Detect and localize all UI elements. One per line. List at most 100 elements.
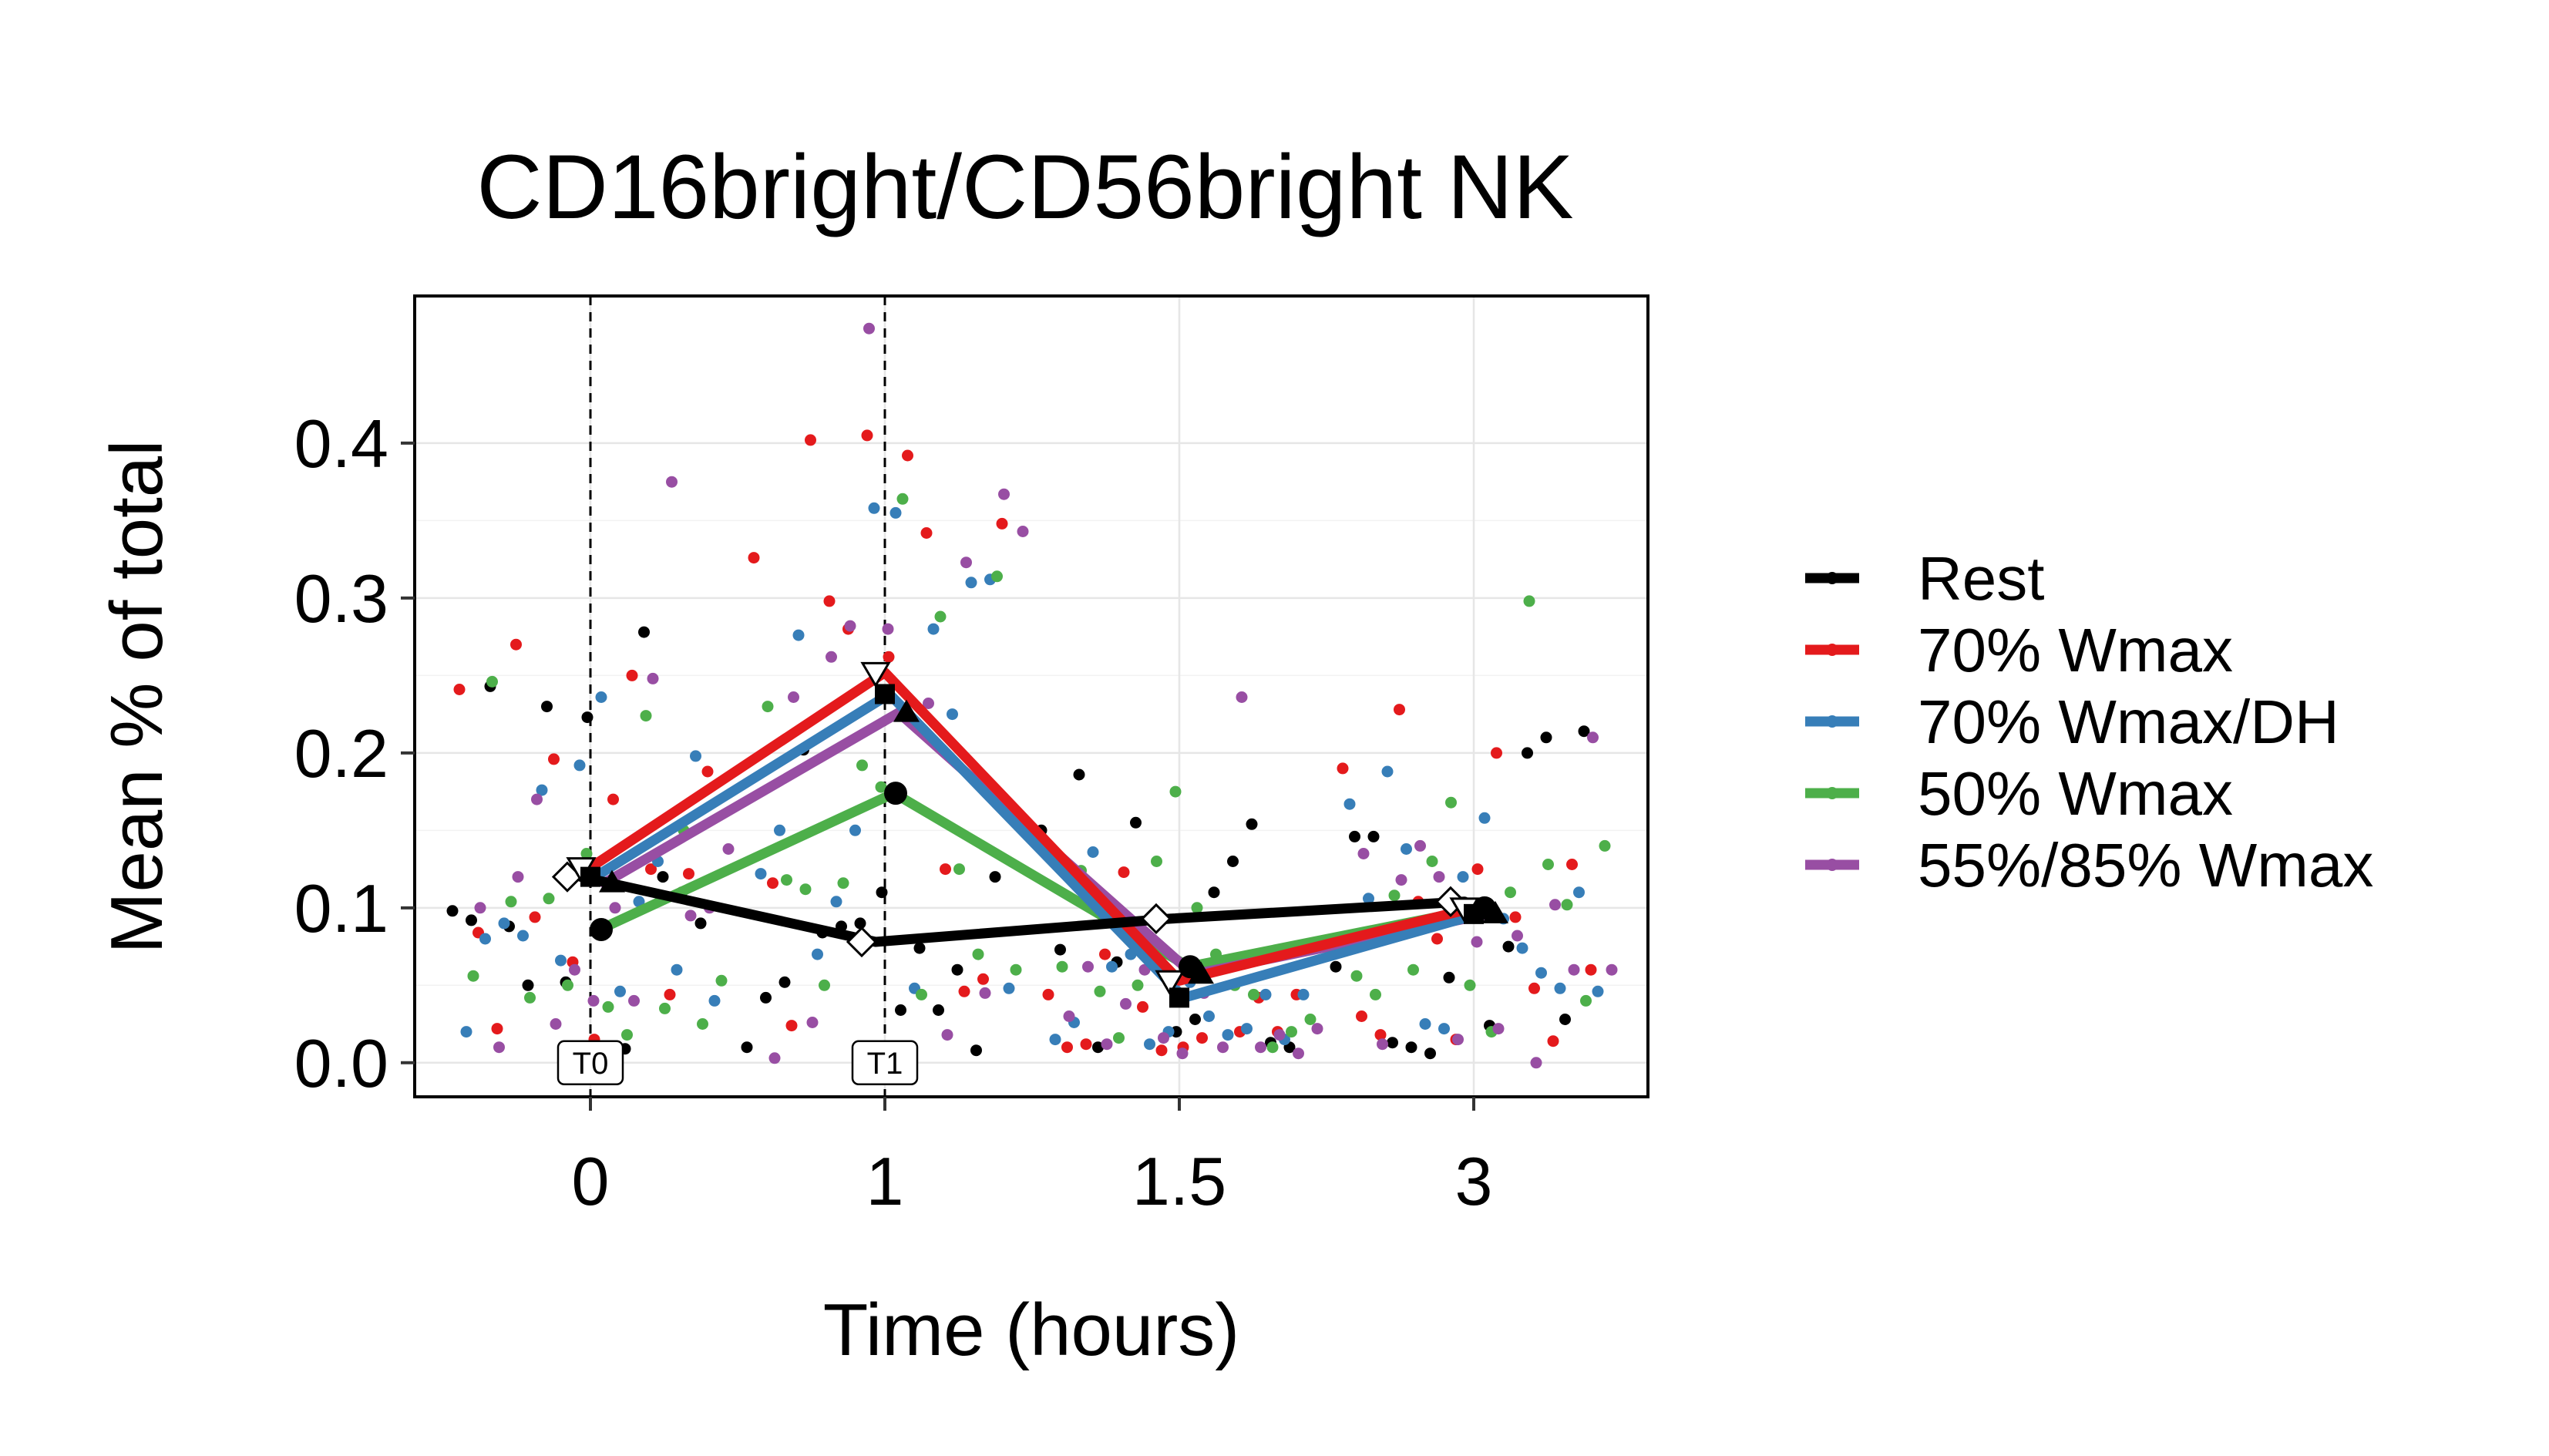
y-axis: 0.0 0.1 0.2 0.3 0.4	[294, 405, 415, 1101]
data-point	[830, 896, 842, 908]
legend-label: 50% Wmax	[1918, 759, 2233, 828]
y-tick-label: 0.0	[294, 1025, 388, 1101]
data-point	[1471, 863, 1484, 876]
data-point	[555, 954, 567, 967]
data-point	[1222, 1029, 1234, 1041]
mean-marker	[599, 869, 625, 893]
data-point	[647, 672, 659, 684]
mean-marker	[1188, 961, 1214, 984]
data-point	[996, 517, 1008, 530]
data-point	[626, 669, 638, 681]
data-point	[1063, 1010, 1075, 1022]
data-point	[1381, 765, 1394, 778]
series-line	[576, 872, 1470, 947]
data-point	[1452, 1034, 1464, 1046]
chart-title: CD16bright/CD56bright NK	[476, 136, 1573, 238]
data-point	[768, 1052, 781, 1064]
data-point	[1054, 943, 1066, 956]
data-point	[645, 863, 657, 876]
data-point	[1203, 1010, 1215, 1022]
data-point	[524, 991, 536, 1004]
data-point	[640, 710, 652, 722]
data-point	[1151, 856, 1162, 867]
data-point	[1578, 725, 1590, 738]
series-line	[585, 667, 1479, 986]
data-point	[550, 1018, 562, 1030]
data-point	[1566, 859, 1578, 870]
data-point	[902, 449, 913, 462]
data-point	[774, 824, 785, 836]
data-point	[806, 1017, 819, 1028]
data-point	[844, 620, 856, 632]
data-point	[664, 988, 676, 1000]
data-point	[1394, 704, 1405, 716]
data-point	[1010, 963, 1022, 976]
data-point	[781, 874, 792, 886]
data-point	[1457, 871, 1469, 883]
data-point	[1367, 830, 1380, 842]
data-point	[792, 629, 805, 641]
data-point	[849, 824, 861, 836]
data-point	[1003, 982, 1015, 994]
data-point	[805, 434, 816, 446]
data-point	[748, 552, 760, 564]
mean-marker	[1140, 903, 1172, 935]
x-tick-label: 3	[1455, 1143, 1493, 1219]
data-point	[666, 476, 678, 488]
data-point	[1387, 1037, 1398, 1049]
data-point	[1424, 1047, 1436, 1060]
data-point	[965, 577, 977, 589]
data-point	[799, 883, 812, 896]
data-point	[1169, 785, 1182, 798]
data-point	[1343, 798, 1356, 810]
data-point	[991, 570, 1003, 583]
legend-key-point	[1826, 715, 1838, 728]
data-point	[989, 871, 1001, 883]
data-point	[1118, 866, 1130, 879]
data-point	[1509, 911, 1522, 923]
data-point	[1337, 762, 1349, 775]
data-point	[587, 994, 600, 1007]
data-point	[1502, 940, 1515, 953]
data-point	[517, 930, 529, 942]
time-marker-label: T1	[867, 1047, 903, 1081]
y-tick-label: 0.1	[294, 870, 388, 947]
mean-marker	[580, 866, 600, 887]
data-point	[1189, 1014, 1201, 1025]
data-point	[614, 985, 626, 997]
data-point	[1370, 988, 1381, 1000]
data-point	[541, 701, 553, 713]
data-point	[1419, 1018, 1431, 1030]
data-point	[826, 651, 837, 663]
data-point	[1073, 768, 1085, 781]
data-point	[1547, 1035, 1559, 1047]
data-point	[837, 877, 849, 889]
mean-marker	[1155, 970, 1185, 997]
data-point	[1101, 1038, 1113, 1051]
data-point	[722, 843, 735, 855]
data-point	[958, 985, 970, 997]
legend-key-point	[1826, 859, 1838, 871]
data-point	[1304, 1014, 1317, 1025]
data-point	[927, 623, 940, 635]
data-point	[505, 896, 517, 908]
data-point	[876, 886, 888, 899]
data-point	[1414, 839, 1426, 852]
data-point	[868, 502, 880, 514]
mean-marker	[1482, 900, 1508, 923]
data-point	[1241, 1023, 1253, 1035]
data-point	[1236, 691, 1248, 703]
data-point	[972, 948, 984, 960]
data-point	[1528, 982, 1540, 994]
mean-marker	[893, 699, 920, 722]
scatter-points	[446, 322, 1618, 1069]
mean-marker	[846, 926, 878, 958]
data-point	[1388, 889, 1401, 902]
data-point	[543, 893, 555, 905]
series-line	[590, 689, 1484, 1003]
data-point	[657, 871, 669, 883]
y-axis-label: Mean % of total	[96, 439, 178, 953]
data-point	[1087, 846, 1099, 858]
data-point	[1530, 1057, 1542, 1069]
data-point	[684, 910, 697, 922]
